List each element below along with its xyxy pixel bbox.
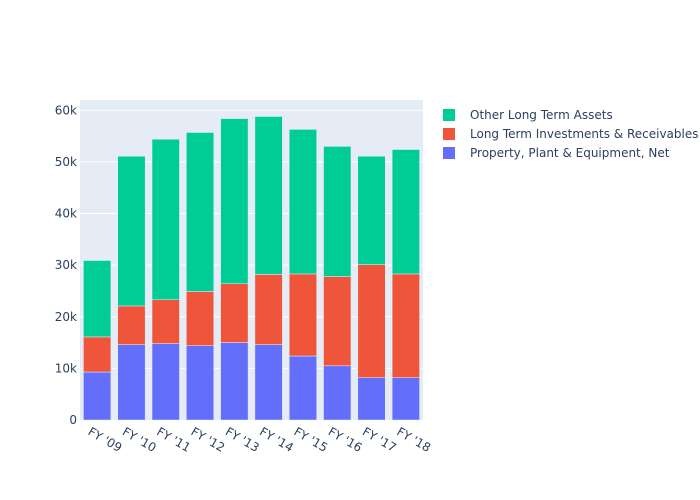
y-tick-label: 0 — [69, 413, 77, 427]
legend-item[interactable]: Property, Plant & Equipment, Net — [443, 146, 670, 160]
bar-segment[interactable] — [83, 260, 112, 338]
bar-segment[interactable] — [323, 276, 352, 367]
bar-segment[interactable] — [254, 116, 283, 275]
bar-segment[interactable] — [288, 273, 317, 357]
bar-segment[interactable] — [83, 371, 112, 421]
legend-swatch — [443, 128, 455, 140]
bar-segment[interactable] — [391, 273, 420, 378]
bar-segment[interactable] — [323, 146, 352, 277]
bar-segment[interactable] — [357, 264, 386, 378]
y-tick-label: 60k — [55, 103, 77, 117]
y-tick-label: 10k — [55, 361, 77, 375]
x-tick-label: FY '18 — [394, 424, 433, 454]
x-tick-label: FY '17 — [360, 424, 399, 454]
bar-segment[interactable] — [151, 343, 180, 421]
x-tick-label: FY '09 — [86, 424, 125, 454]
y-axis-ticks: 0 10k 20k 30k 40k 50k 60k — [55, 103, 77, 427]
y-tick-label: 40k — [55, 207, 77, 221]
bars — [83, 116, 420, 421]
bar-segment[interactable] — [391, 377, 420, 421]
bar-segment[interactable] — [151, 299, 180, 344]
bar-segment[interactable] — [288, 129, 317, 275]
bar-segment[interactable] — [117, 305, 146, 345]
bar-segment[interactable] — [254, 344, 283, 421]
bar-segment[interactable] — [220, 118, 249, 284]
legend-item[interactable]: Long Term Investments & Receivables — [443, 127, 699, 141]
bar-segment[interactable] — [186, 291, 215, 346]
bar-segment[interactable] — [220, 283, 249, 343]
y-tick-label: 50k — [55, 155, 77, 169]
bar-segment[interactable] — [357, 377, 386, 421]
bar-segment[interactable] — [83, 336, 112, 373]
legend-swatch — [443, 109, 455, 121]
x-tick-label: FY '16 — [326, 424, 365, 454]
x-tick-label: FY '11 — [154, 424, 193, 454]
bar-segment[interactable] — [323, 365, 352, 421]
x-tick-label: FY '14 — [257, 424, 296, 454]
legend-label: Property, Plant & Equipment, Net — [470, 146, 670, 160]
x-tick-label: FY '15 — [291, 424, 330, 454]
y-tick-label: 30k — [55, 258, 77, 272]
x-tick-label: FY '12 — [189, 424, 228, 454]
bar-segment[interactable] — [288, 355, 317, 421]
bar-segment[interactable] — [151, 138, 180, 300]
y-tick-label: 20k — [55, 310, 77, 324]
bar-segment[interactable] — [117, 156, 146, 307]
bar-segment[interactable] — [186, 132, 215, 292]
bar-segment[interactable] — [117, 344, 146, 421]
bar-segment[interactable] — [391, 149, 420, 275]
legend-label: Long Term Investments & Receivables — [470, 127, 699, 141]
bar-segment[interactable] — [220, 342, 249, 421]
legend-swatch — [443, 147, 455, 159]
legend: Other Long Term Assets Long Term Investme… — [443, 108, 699, 160]
x-tick-label: FY '13 — [223, 424, 262, 454]
bar-segment[interactable] — [357, 156, 386, 265]
legend-label: Other Long Term Assets — [470, 108, 613, 122]
bar-segment[interactable] — [186, 345, 215, 421]
legend-item[interactable]: Other Long Term Assets — [443, 108, 613, 122]
bar-segment[interactable] — [254, 274, 283, 345]
x-tick-label: FY '10 — [120, 424, 159, 454]
